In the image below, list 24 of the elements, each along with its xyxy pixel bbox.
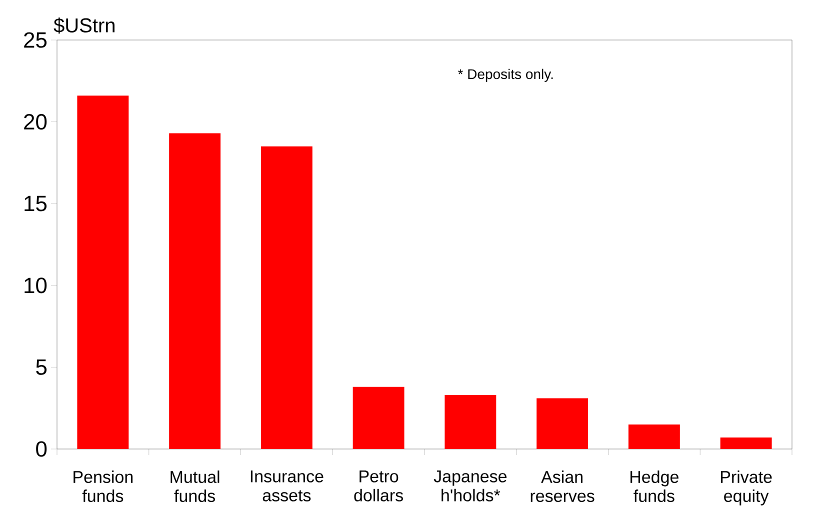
bar [77, 96, 129, 449]
bar [628, 424, 680, 449]
bar [352, 386, 404, 449]
y-tick-label: 25 [24, 32, 47, 48]
y-tick-label: 0 [36, 441, 47, 457]
bar [260, 146, 312, 449]
x-tick-label: Pension funds [74, 470, 133, 502]
y-tick-label: 15 [24, 196, 47, 212]
bar [720, 438, 772, 449]
bar [536, 398, 588, 449]
y-tick-label: 5 [36, 360, 47, 375]
bar [169, 133, 221, 449]
x-tick-label: Insurance assets [250, 470, 324, 502]
y-tick-label: 10 [24, 278, 47, 294]
x-tick-label: Petro dollars [354, 470, 403, 502]
x-tick-label: Hedge funds [630, 470, 678, 502]
x-tick-label: Private equity [720, 470, 772, 506]
x-tick-label: Mutual funds [170, 470, 220, 502]
bar [444, 395, 496, 449]
y-axis-title: $UStrn [54, 17, 114, 34]
x-tick-label: Japanese h'holds* [434, 470, 507, 502]
x-tick-label: Asian reserves [530, 470, 594, 502]
annotation: * Deposits only. [458, 68, 553, 82]
y-tick-label: 20 [24, 114, 47, 130]
